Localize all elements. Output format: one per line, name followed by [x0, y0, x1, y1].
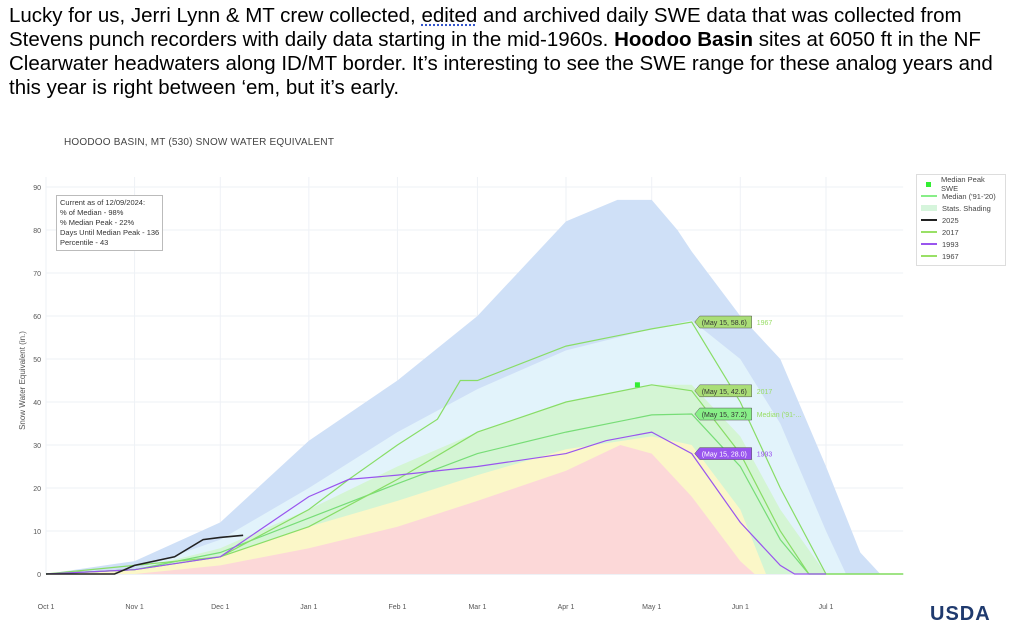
- x-tick-label: Nov 1: [125, 604, 143, 611]
- info-box: Current as of 12/09/2024: % of Median - …: [56, 195, 164, 251]
- info-line: Days Until Median Peak - 136: [60, 228, 160, 237]
- series-line-2025: [46, 534, 244, 575]
- legend-label: Median ('91-'20): [942, 191, 996, 201]
- y-tick-label: 20: [33, 486, 41, 493]
- annotation-box: [694, 384, 752, 398]
- x-tick-label: Apr 1: [558, 604, 575, 611]
- legend-label: 2017: [942, 227, 959, 237]
- annotation-tag: 2017: [757, 389, 773, 396]
- caption-underlined-word: edited: [421, 4, 478, 27]
- info-line: Percentile - 43: [60, 238, 109, 247]
- x-tick-label: Oct 1: [38, 604, 55, 611]
- legend-item[interactable]: 2017: [921, 226, 1001, 238]
- info-line: % Median Peak - 22%: [60, 218, 135, 227]
- annotation-label: (May 15, 28.0): [702, 452, 747, 459]
- legend-item[interactable]: 1993: [921, 238, 1001, 250]
- annotation-1993: (May 15, 28.0) 1993: [694, 447, 773, 460]
- legend-label: Stats. Shading: [942, 203, 991, 213]
- series-line-1993: [45, 431, 826, 575]
- legend-label: 1993: [942, 239, 959, 249]
- usda-logo: USDA: [930, 603, 991, 625]
- annotation-1967: (May 15, 58.6) 1967: [694, 315, 773, 329]
- annotation-box: [694, 407, 752, 421]
- annotation-tag: Median ('91-...: [757, 412, 802, 419]
- x-tick-label: Mar 1: [468, 604, 486, 611]
- annotation-2017: (May 15, 42.6) 2017: [694, 384, 773, 398]
- info-line: % of Median - 98%: [60, 208, 124, 217]
- chart-legend: Median Peak SWE Median ('91-'20) Stats. Sh…: [916, 174, 1006, 266]
- x-tick-label: May 1: [642, 604, 661, 611]
- annotation-tag: 1967: [757, 320, 773, 327]
- annotation-label: (May 15, 37.2): [702, 412, 747, 419]
- series-line-median-91-20-: [45, 413, 904, 575]
- legend-label: Median Peak SWE: [941, 175, 985, 193]
- y-tick-label: 30: [33, 443, 41, 450]
- y-tick-label: 90: [33, 185, 41, 192]
- legend-item[interactable]: Median Peak SWE: [921, 175, 1001, 193]
- legend-item[interactable]: Stats. Shading: [921, 202, 1001, 214]
- legend-swatch: [921, 255, 937, 257]
- y-tick-label: 50: [33, 357, 41, 364]
- annotation-box: [694, 315, 752, 329]
- caption-text: sites at 6050 ft in the NF Clearwater he…: [9, 28, 993, 99]
- caption-text: Lucky for us, Jerri Lynn & MT crew colle…: [9, 4, 422, 27]
- info-line: Current as of 12/09/2024:: [60, 198, 146, 207]
- annotation-label: (May 15, 42.6): [702, 389, 747, 396]
- annotation-box: [694, 447, 752, 460]
- slide-caption: Lucky for us, Jerri Lynn & MT crew colle…: [9, 4, 1014, 100]
- y-tick-label: 80: [33, 228, 41, 235]
- annotation-tag: 1993: [757, 452, 773, 459]
- y-tick-label: 60: [33, 314, 41, 321]
- x-tick-label: Jan 1: [300, 604, 317, 611]
- y-tick-label: 40: [33, 400, 41, 407]
- legend-swatch: [921, 243, 937, 245]
- legend-label: 1967: [942, 251, 959, 261]
- caption-text: and archived daily SWE data that was col…: [9, 4, 962, 51]
- x-tick-label: Jun 1: [732, 604, 749, 611]
- annotation-label: (May 15, 58.6): [702, 320, 747, 327]
- x-tick-label: Jul 1: [819, 604, 834, 611]
- y-tick-label: 70: [33, 271, 41, 278]
- legend-swatch: [921, 205, 937, 211]
- legend-swatch: [921, 219, 937, 221]
- caption-bold: Hoodoo Basin: [614, 28, 754, 51]
- legend-swatch: [921, 195, 937, 197]
- series-line-1967: [45, 321, 904, 575]
- median-peak-marker: [634, 382, 640, 388]
- legend-item[interactable]: Median ('91-'20): [921, 190, 1001, 202]
- legend-item[interactable]: 2025: [921, 214, 1001, 226]
- legend-swatch: [921, 231, 937, 233]
- y-tick-label: 10: [33, 529, 41, 536]
- y-axis-label: Snow Water Equivalent (in.): [18, 331, 27, 430]
- y-tick-label: 0: [37, 572, 41, 579]
- annotation-median-91-: (May 15, 37.2) Median ('91-...: [694, 407, 802, 421]
- x-tick-label: Dec 1: [211, 604, 229, 611]
- x-tick-label: Feb 1: [388, 604, 406, 611]
- chart-title: HOODOO BASIN, MT (530) SNOW WATER EQUIVA…: [64, 137, 335, 148]
- band-10th: [46, 445, 755, 574]
- legend-item[interactable]: 1967: [921, 250, 1001, 262]
- legend-label: 2025: [942, 215, 959, 225]
- legend-swatch: [926, 181, 931, 187]
- swe-chart: 0 10 20 30 40 50 60 70 80 90 Oct 1 Nov 1 Dec 1 Jan 1 F…: [18, 177, 904, 611]
